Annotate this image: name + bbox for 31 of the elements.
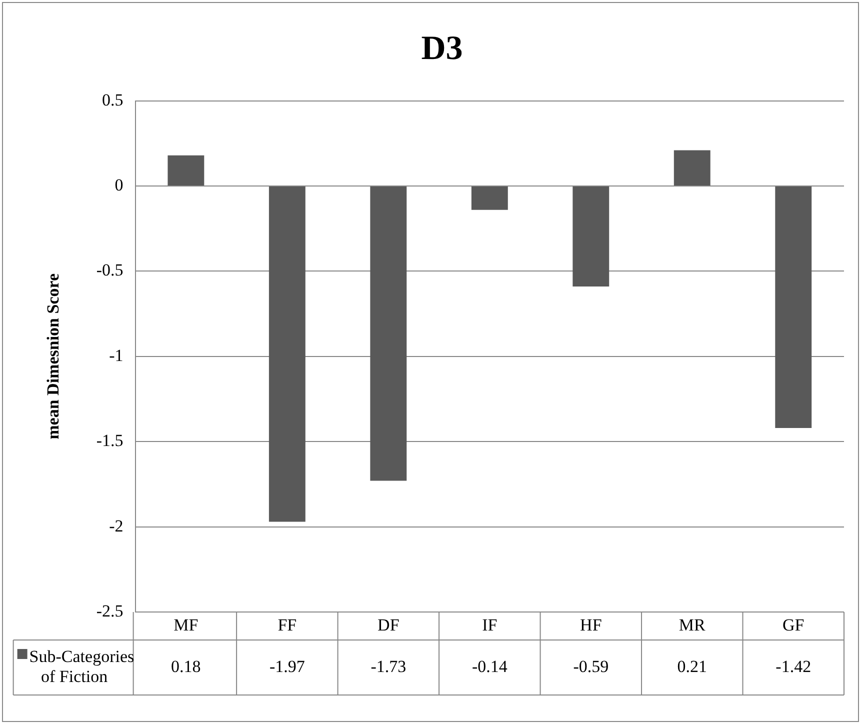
bar [471, 186, 508, 210]
x-tick-label: FF [278, 615, 297, 634]
x-tick-label: HF [580, 615, 602, 634]
x-tick-label: DF [378, 615, 400, 634]
bar [775, 186, 812, 428]
legend-label: Sub-Categories of Fiction [29, 646, 134, 686]
bar [268, 186, 306, 522]
data-label: -1.42 [776, 656, 812, 676]
y-tick-label: -0.5 [96, 260, 124, 280]
y-tick-label: -1.5 [96, 431, 124, 450]
data-label: -0.14 [472, 656, 508, 676]
x-tick-label: IF [482, 615, 498, 634]
x-tick-label: MR [678, 615, 706, 634]
data-label: -1.97 [269, 656, 306, 676]
bar [370, 186, 407, 481]
y-tick-label: 0.5 [102, 90, 124, 110]
y-axis-title: mean Dimesnion Score [44, 273, 63, 440]
data-label: -0.59 [573, 656, 609, 676]
y-tick-label: -1 [109, 346, 124, 365]
x-tick-label: GF [782, 615, 804, 634]
y-tick-label: 0 [114, 175, 124, 194]
chart-title: D3 [421, 30, 463, 68]
x-tick-label: MF [174, 615, 198, 634]
bar [168, 155, 204, 186]
bar [572, 186, 610, 287]
data-label: 0.21 [677, 656, 708, 676]
y-tick-label: -2.5 [96, 601, 124, 620]
y-tick-label: -2 [109, 516, 124, 536]
bar [674, 150, 710, 186]
data-label: -1.73 [370, 656, 406, 676]
data-label: 0.18 [171, 656, 201, 676]
